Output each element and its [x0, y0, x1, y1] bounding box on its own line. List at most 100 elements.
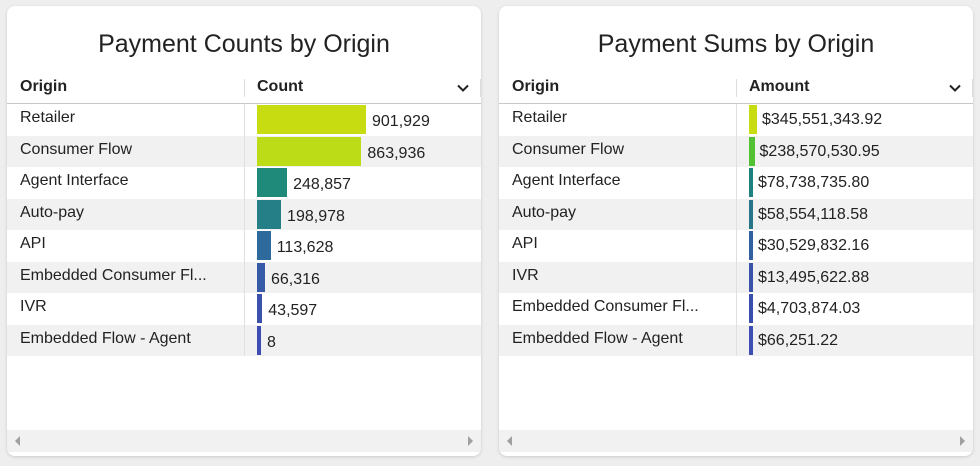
origin-label: Agent Interface — [512, 172, 621, 189]
table-row[interactable]: Embedded Consumer Fl... 66,316 — [7, 261, 481, 293]
column-divider — [244, 167, 245, 199]
column-divider — [736, 230, 737, 262]
scroll-right-icon[interactable] — [960, 436, 965, 446]
value-column-header[interactable]: Count — [257, 78, 304, 95]
table-row[interactable]: Consumer Flow 863,936 — [7, 135, 481, 167]
column-divider — [736, 104, 737, 136]
column-divider — [736, 167, 737, 199]
value-bar — [257, 262, 265, 292]
column-divider — [736, 293, 737, 325]
scroll-left-icon[interactable] — [507, 436, 512, 446]
table-row[interactable]: Consumer Flow $238,570,530.95 — [499, 135, 973, 167]
column-divider — [244, 198, 245, 230]
origin-label: Consumer Flow — [512, 140, 625, 158]
column-divider — [736, 261, 737, 293]
value-label: $13,495,622.88 — [758, 268, 870, 286]
column-divider — [244, 230, 245, 262]
column-divider — [244, 324, 245, 356]
value-bar — [749, 136, 755, 166]
table-row[interactable]: Agent Interface 248,857 — [7, 167, 481, 199]
origin-label: API — [20, 235, 46, 252]
origin-label: Agent Interface — [20, 172, 129, 189]
value-bar — [749, 262, 753, 292]
value-label: 198,978 — [287, 207, 345, 225]
value-label: 863,936 — [367, 144, 426, 162]
column-divider[interactable] — [736, 79, 737, 97]
table-row[interactable]: Auto-pay 198,978 — [7, 198, 481, 230]
table-row[interactable]: Retailer $345,551,343.92 — [499, 104, 973, 136]
value-label: 901,929 — [372, 113, 430, 130]
chevron-down-icon[interactable] — [455, 80, 471, 96]
table-row[interactable]: API 113,628 — [7, 230, 481, 262]
value-bar — [257, 136, 362, 166]
value-bar — [257, 199, 282, 229]
column-divider — [972, 79, 973, 97]
value-bar — [749, 294, 753, 323]
table-row[interactable]: Agent Interface $78,738,735.80 — [499, 167, 973, 199]
table-header: Origin Amount — [499, 72, 973, 104]
value-bar — [257, 168, 288, 197]
column-divider — [736, 198, 737, 230]
value-bar — [749, 105, 757, 134]
value-label: $4,703,874.03 — [758, 300, 861, 317]
value-column-header[interactable]: Amount — [749, 78, 810, 95]
value-label: 113,628 — [276, 239, 334, 256]
table-body: Retailer $345,551,343.92 Consumer Flow $… — [499, 104, 973, 356]
column-divider — [244, 293, 245, 325]
column-divider — [244, 104, 245, 136]
table-row[interactable]: Embedded Flow - Agent $66,251.22 — [499, 324, 973, 356]
value-label: 8 — [267, 333, 276, 351]
column-divider — [480, 79, 481, 97]
origin-label: Retailer — [512, 109, 568, 126]
value-bar — [749, 325, 753, 355]
value-label: 66,316 — [271, 270, 320, 288]
table-row[interactable]: Embedded Flow - Agent 8 — [7, 324, 481, 356]
panel-title: Payment Sums by Origin — [597, 30, 875, 58]
value-label: $58,554,118.58 — [758, 205, 869, 223]
value-label: 43,597 — [268, 302, 318, 319]
value-bar — [749, 231, 753, 260]
value-label: $345,551,343.92 — [762, 111, 883, 128]
origin-label: Auto-pay — [512, 203, 577, 221]
table-row[interactable]: Auto-pay $58,554,118.58 — [499, 198, 973, 230]
column-divider — [244, 135, 245, 167]
table-header: Origin Count — [7, 72, 481, 104]
panel-title: Payment Counts by Origin — [98, 30, 390, 58]
horizontal-scrollbar[interactable] — [7, 430, 481, 452]
table-row[interactable]: API $30,529,832.16 — [499, 230, 973, 262]
value-bar — [749, 168, 753, 197]
column-divider — [736, 135, 737, 167]
value-label: $66,251.22 — [758, 331, 839, 349]
origin-label: API — [512, 235, 538, 252]
origin-column-header[interactable]: Origin — [20, 78, 68, 95]
origin-label: Embedded Consumer Fl... — [20, 266, 207, 284]
chevron-down-icon[interactable] — [947, 80, 963, 96]
origin-column-header[interactable]: Origin — [512, 78, 560, 95]
table-row[interactable]: IVR $13,495,622.88 — [499, 261, 973, 293]
value-bar — [257, 105, 366, 134]
value-label: $238,570,530.95 — [759, 142, 880, 160]
scroll-left-icon[interactable] — [15, 436, 20, 446]
origin-label: Retailer — [20, 109, 76, 126]
horizontal-scrollbar[interactable] — [499, 430, 973, 452]
value-label: 248,857 — [293, 176, 351, 193]
table-row[interactable]: Retailer 901,929 — [7, 104, 481, 136]
origin-label: Consumer Flow — [20, 140, 133, 158]
origin-label: Embedded Flow - Agent — [512, 329, 683, 347]
value-bar — [257, 325, 261, 355]
origin-label: IVR — [512, 266, 539, 284]
column-divider — [736, 324, 737, 356]
column-divider[interactable] — [244, 79, 245, 97]
value-label: $78,738,735.80 — [758, 174, 870, 191]
table-row[interactable]: IVR 43,597 — [7, 293, 481, 325]
payment-counts-panel: Payment Counts by Origin Origin Count Re… — [7, 6, 481, 456]
column-divider — [244, 261, 245, 293]
origin-label: Embedded Flow - Agent — [20, 329, 191, 347]
origin-label: IVR — [20, 298, 47, 315]
value-bar — [257, 231, 271, 260]
scroll-right-icon[interactable] — [468, 436, 473, 446]
origin-label: Embedded Consumer Fl... — [512, 298, 699, 315]
table-body: Retailer 901,929 Consumer Flow 863,936 A… — [7, 104, 481, 356]
table-row[interactable]: Embedded Consumer Fl... $4,703,874.03 — [499, 293, 973, 325]
origin-label: Auto-pay — [20, 203, 85, 221]
